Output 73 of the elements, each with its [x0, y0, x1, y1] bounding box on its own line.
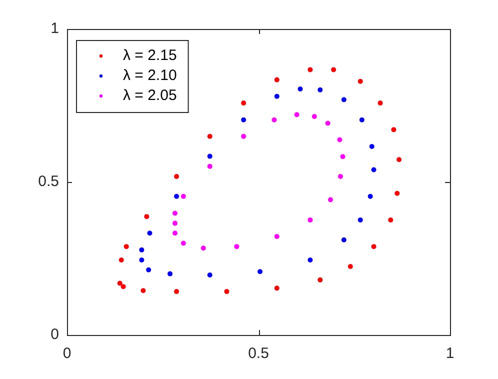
point [298, 86, 303, 92]
point [117, 280, 122, 286]
point [180, 240, 186, 246]
point [234, 244, 240, 250]
point [371, 244, 376, 250]
point [388, 217, 394, 222]
point [120, 284, 126, 290]
legend-label: λ = 2.05 [123, 87, 177, 104]
point [139, 247, 144, 252]
point [294, 112, 300, 118]
point [172, 210, 178, 216]
x-tick-label: 1 [446, 345, 454, 362]
point [241, 100, 246, 106]
point [207, 164, 212, 169]
point [337, 137, 342, 142]
point [207, 272, 212, 278]
point [272, 117, 277, 122]
y-tick-label: 1 [50, 20, 59, 38]
y-tick-label: 0 [50, 326, 59, 344]
point [200, 246, 206, 251]
point [338, 174, 343, 179]
point [274, 286, 280, 291]
point [144, 214, 150, 220]
point [308, 258, 313, 263]
point [368, 194, 373, 199]
point [348, 264, 353, 269]
legend-label: λ = 2.10 [123, 67, 177, 84]
point [241, 117, 246, 122]
point [394, 190, 400, 196]
point [140, 288, 146, 294]
point [174, 174, 180, 179]
point [325, 120, 330, 126]
point [340, 154, 346, 160]
x-tick-label: 0 [62, 345, 72, 362]
point [168, 271, 173, 276]
point [147, 230, 152, 236]
point [180, 194, 186, 199]
point [174, 194, 180, 199]
point [241, 134, 246, 139]
point [318, 277, 323, 282]
point [207, 154, 212, 159]
point [371, 167, 376, 172]
point [358, 217, 363, 222]
point [359, 117, 364, 122]
point [369, 144, 374, 150]
point [174, 289, 180, 294]
point [331, 67, 336, 72]
point [358, 78, 363, 84]
point [258, 269, 263, 274]
point [308, 217, 313, 222]
point [224, 289, 230, 294]
point [274, 77, 280, 82]
point [328, 197, 334, 202]
point [312, 114, 317, 120]
y-tick-label: 0.5 [38, 173, 59, 190]
point [124, 244, 129, 250]
point [308, 67, 313, 72]
point [274, 234, 280, 239]
point [274, 94, 280, 99]
point [378, 100, 383, 106]
point [172, 220, 178, 226]
x-tick-label: 0.5 [248, 345, 269, 362]
point [172, 230, 178, 236]
point [341, 237, 346, 242]
point [207, 134, 212, 139]
point [391, 127, 396, 132]
point [396, 157, 402, 162]
legend-label: λ = 2.15 [123, 47, 177, 64]
point [318, 87, 323, 92]
point [118, 258, 124, 263]
point [341, 97, 346, 102]
point [139, 258, 144, 263]
point [146, 267, 152, 272]
